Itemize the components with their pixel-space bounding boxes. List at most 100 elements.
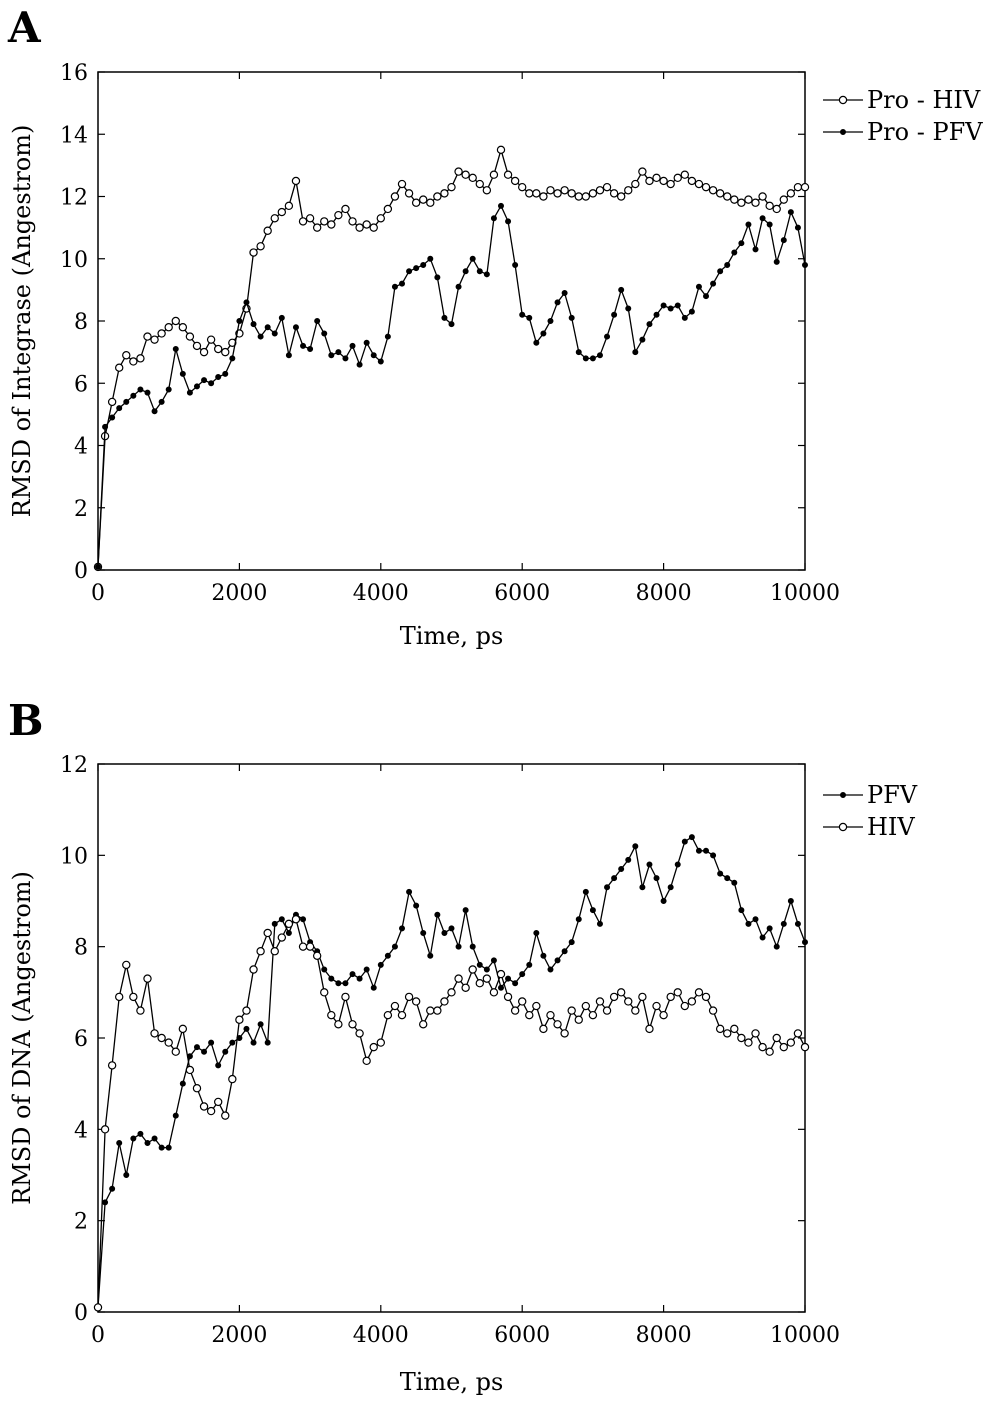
- panel-b-series-hiv-point: [206, 1106, 216, 1116]
- panel-a-series-pro-hiv-point: [150, 335, 159, 344]
- panel-b-series-hiv-point: [256, 947, 265, 956]
- panel-b-series-pfv-point: [215, 1062, 222, 1069]
- panel-a-series-pro-hiv-point: [701, 182, 711, 192]
- panel-a-series-pro-hiv-point: [298, 217, 308, 226]
- panel-a-series-pro-pfv-point: [448, 321, 455, 328]
- panel-a-series-pro-hiv-point: [786, 189, 796, 198]
- panel-b-series-hiv-point: [93, 1303, 103, 1312]
- panel-b-series-hiv-point: [341, 992, 350, 1002]
- panel-b-series-hiv-point: [730, 1024, 739, 1034]
- panel-b-series-hiv-point: [129, 992, 138, 1002]
- panel-a-series-pro-hiv-point: [666, 179, 675, 189]
- panel-b-series-pfv-point: [710, 852, 717, 859]
- panel-b-series-pfv-point: [420, 929, 427, 936]
- panel-b-series-hiv-point: [199, 1102, 209, 1111]
- panel-a-series-pro-hiv-line: [97, 147, 805, 567]
- panel-b-series-pfv-point: [618, 866, 625, 873]
- panel-b-series-pfv-point: [660, 898, 667, 905]
- panel-b-series-hiv-point: [426, 1006, 435, 1015]
- panel-a-series-pro-pfv-point: [738, 240, 745, 247]
- panel-a-series-pro-hiv-point: [468, 173, 477, 183]
- panel-b-series-hiv-point: [503, 992, 513, 1002]
- panel-a-series-pro-hiv-point: [277, 207, 287, 217]
- panel-a-series-pro-pfv-point: [604, 333, 611, 340]
- panel-a-series-pro-pfv-point: [710, 280, 717, 287]
- panel-b-series-hiv-point: [468, 965, 477, 974]
- panel-b-series-hiv-point: [376, 1038, 385, 1047]
- panel-a-series-pro-hiv-point: [680, 170, 690, 179]
- panel-a-series-pro-pfv-point: [497, 202, 504, 209]
- panel-b-series-pfv-point: [490, 957, 497, 964]
- panel-b-series-hiv-point: [765, 1047, 774, 1056]
- panel-a-series-pro-pfv-point: [625, 305, 632, 312]
- panel-a-legend-marker: [838, 95, 848, 105]
- panel-a-series-pro-pfv-point: [483, 271, 490, 278]
- panel-a-series-pro-hiv-point: [143, 332, 152, 341]
- panel-a-series-pro-hiv-point: [122, 351, 131, 360]
- panel-a-series-pro-hiv-point: [602, 182, 612, 192]
- panel-a-series-pro-hiv-point: [171, 316, 180, 326]
- panel-b-series-pfv-point: [780, 920, 787, 927]
- panel-a-series-pro-hiv-point: [107, 397, 117, 407]
- panel-a-series-pro-hiv-point: [355, 223, 364, 232]
- panel-b-series-pfv-point: [589, 907, 596, 914]
- panel-b-series-hiv-point: [433, 1006, 442, 1015]
- panel-a-series-pro-hiv-point: [800, 182, 810, 192]
- panel-b-series-pfv-point: [604, 884, 611, 891]
- panel-b-series-pfv-point: [575, 916, 582, 923]
- panel-b-series-hiv-point: [411, 997, 421, 1006]
- panel-b-series-hiv-point: [298, 942, 308, 951]
- panel-a-x-tick-label: 8000: [636, 581, 692, 606]
- panel-a-series-pro-hiv-point: [553, 189, 562, 198]
- panel-a-series-pro-pfv-point: [802, 261, 809, 268]
- panel-a-series-pro-pfv-point: [476, 268, 483, 275]
- panel-a-legend-label: Pro - HIV: [867, 86, 981, 114]
- panel-a-series-pro-hiv-point: [708, 186, 718, 195]
- panel-b-y-tick-label: 12: [60, 753, 88, 778]
- panel-b-series-hiv-point: [546, 1010, 555, 1020]
- panel-a-series-pro-pfv-point: [787, 209, 794, 216]
- panel-a-series-pro-pfv-point: [250, 321, 257, 328]
- panel-b-series-hiv-point: [312, 951, 322, 961]
- panel-b-series-hiv-point: [737, 1033, 746, 1043]
- panel-a-x-tick-label: 10000: [770, 581, 840, 606]
- panel-b-series-hiv-point: [249, 965, 258, 974]
- panel-a-series-pro-pfv-point: [236, 317, 243, 324]
- panel-a-y-tick-label: 12: [60, 186, 88, 211]
- panel-b-y-tick-label: 4: [74, 1118, 88, 1143]
- panel-b-series-hiv-point: [595, 997, 605, 1006]
- panel-b-x-tick-label: 2000: [211, 1323, 267, 1348]
- panel-a-series-pro-hiv-point: [772, 204, 781, 214]
- panel-b-series-pfv-point: [193, 1044, 200, 1051]
- panel-a-series-pro-pfv-point: [363, 339, 370, 346]
- panel-a-series-pro-hiv-point: [426, 198, 435, 207]
- panel-a-series-pro-pfv-point: [399, 280, 406, 287]
- panel-a-series-pro-hiv-point: [341, 204, 350, 214]
- panel-a-series-pro-pfv-point: [151, 408, 158, 415]
- panel-b-legend-entry: HIV: [823, 813, 915, 841]
- panel-a-series-pro-pfv-point: [264, 324, 271, 331]
- panel-b-series-hiv-point: [525, 1010, 534, 1020]
- panel-b-series-hiv-point: [567, 1006, 576, 1015]
- panel-b-series-hiv-point: [510, 1006, 520, 1015]
- panel-a-series-pro-pfv-point: [342, 355, 349, 362]
- panel-a-series-pro-hiv-point: [433, 192, 442, 201]
- panel-a-series-pro-hiv-point: [256, 242, 265, 251]
- panel-a-series-pro-hiv-point: [129, 357, 138, 366]
- panel-b-series-hiv-point: [772, 1033, 781, 1043]
- panel-a-series-pro-pfv-line: [97, 204, 806, 567]
- panel-a-series-pro-pfv-point: [724, 261, 731, 268]
- panel-b-series-pfv-point: [399, 925, 406, 932]
- panel-b-series-hiv-point: [631, 1006, 640, 1015]
- panel-a-series-pro-hiv-point: [652, 173, 661, 183]
- panel-a-series-pro-hiv-point: [206, 335, 216, 344]
- panel-a-series-pro-pfv-point: [391, 283, 398, 290]
- panel-b-series-hiv-point: [673, 988, 682, 997]
- panel-b-series-pfv-point: [766, 925, 773, 932]
- panel-b-series-hiv-point: [277, 933, 287, 942]
- panel-b-series-hiv-point: [136, 1006, 145, 1015]
- panel-b-series-hiv-point: [157, 1033, 166, 1043]
- panel-b-series-hiv-point: [560, 1029, 569, 1038]
- panel-b-series-hiv-point: [305, 942, 315, 951]
- panel-a-series-pro-pfv-point: [179, 370, 186, 377]
